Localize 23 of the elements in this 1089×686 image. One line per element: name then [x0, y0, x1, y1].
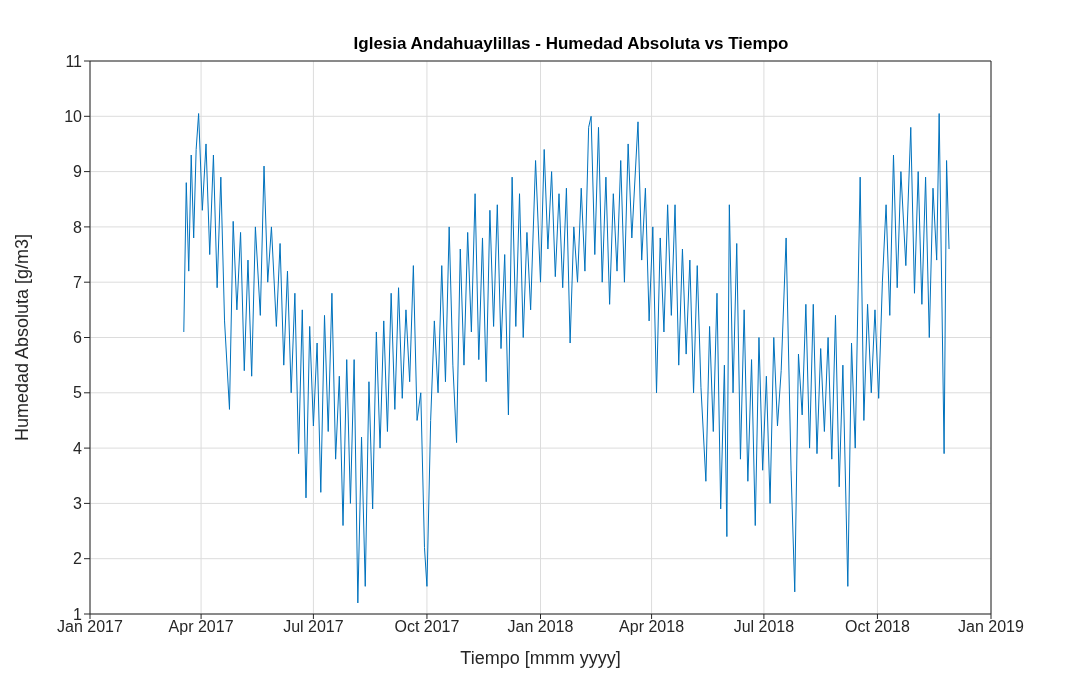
y-tick-label: 2: [73, 550, 83, 568]
y-tick-label: 6: [73, 329, 83, 347]
x-axis-title: Tiempo [mmm yyyy]: [460, 648, 621, 668]
x-tick-label: Jan 2019: [958, 618, 1025, 636]
y-tick-label: 9: [73, 163, 83, 181]
x-tick-label: Jul 2017: [283, 618, 344, 636]
x-tick-label: Jan 2018: [507, 618, 574, 636]
x-tick-label: Oct 2018: [844, 618, 911, 636]
y-tick-label: 5: [73, 384, 83, 402]
y-tick-label: 1: [73, 605, 83, 623]
x-tick-label: Oct 2017: [394, 618, 460, 636]
y-tick-label: 11: [65, 52, 83, 70]
line-series: [183, 113, 950, 604]
y-tick-label: 8: [73, 218, 83, 236]
chart-title: Iglesia Andahuaylillas - Humedad Absoluta vs Tiempo: [352, 34, 790, 54]
x-tick-label: Jul 2018: [733, 618, 795, 636]
y-tick-label: 7: [73, 273, 83, 291]
y-tick-label: 10: [64, 107, 83, 125]
x-tick-label: Apr 2018: [619, 618, 685, 636]
y-tick-label: 4: [73, 439, 83, 457]
y-axis-title: Humedad Absoluta [g/m3]: [12, 233, 33, 442]
x-tick-label: Apr 2017: [168, 618, 234, 636]
y-tick-label: 3: [73, 495, 83, 513]
